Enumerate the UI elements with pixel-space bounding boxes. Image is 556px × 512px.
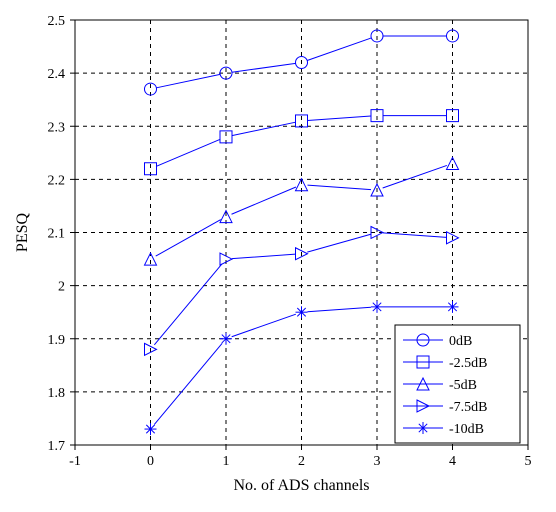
chart-container: -1 0 1 2 3 4 5 1.7 1.8 1.9 2 2.1 2.2 2.3 2.4 2.5 No. of … (0, 0, 556, 512)
y-tick-label: 2.2 (48, 173, 66, 188)
y-tick-label: 2.5 (48, 14, 66, 29)
y-tick-label: 1.8 (48, 386, 66, 401)
marker-star (371, 301, 383, 313)
x-tick-label: 2 (298, 454, 305, 469)
x-axis-label: No. of ADS channels (234, 477, 370, 494)
x-tick-label: 0 (147, 454, 154, 469)
chart-svg: -1 0 1 2 3 4 5 1.7 1.8 1.9 2 2.1 2.2 2.3 2.4 2.5 No. of … (0, 0, 556, 512)
marker-star (417, 422, 429, 434)
legend: 0dB -2.5dB -5dB -7.5dB -10dB (395, 325, 520, 443)
x-tick-label: 3 (374, 454, 381, 469)
marker-star (220, 333, 232, 345)
y-tick-label: 2.1 (48, 227, 66, 242)
x-tick-label: 1 (223, 454, 230, 469)
marker-star (296, 306, 308, 318)
y-tick-label: 2.4 (48, 67, 66, 82)
y-tick-label: 2 (58, 280, 65, 295)
legend-label: -2.5dB (449, 356, 488, 371)
y-tick-label: 1.7 (48, 439, 66, 454)
x-tick-label: 5 (525, 454, 532, 469)
legend-label: -7.5dB (449, 400, 488, 415)
x-tick-label: -1 (69, 454, 81, 469)
y-tick-label: 2.3 (48, 120, 66, 135)
marker-star (145, 423, 157, 435)
legend-label: -10dB (449, 422, 484, 437)
legend-label: 0dB (449, 334, 472, 349)
y-tick-label: 1.9 (48, 333, 66, 348)
y-axis-label: PESQ (14, 212, 31, 252)
marker-star (447, 301, 459, 313)
legend-label: -5dB (449, 378, 477, 393)
x-tick-label: 4 (449, 454, 456, 469)
